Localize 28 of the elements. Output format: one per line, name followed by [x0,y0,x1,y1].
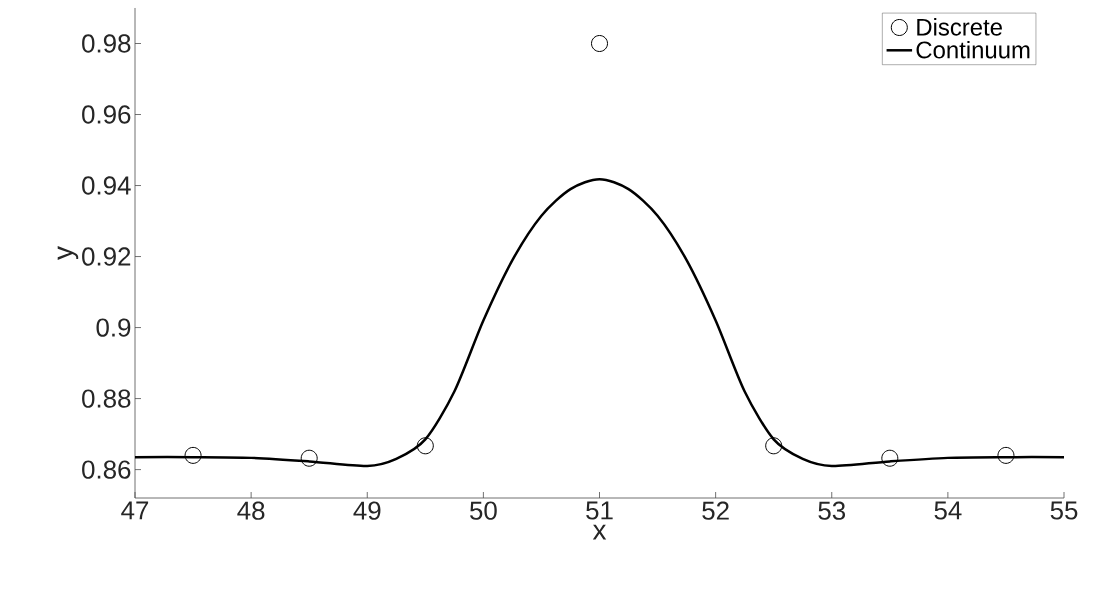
y-tick-label: 0.86 [82,460,131,479]
x-tick-label: 53 [818,501,846,520]
y-axis-title: y [57,246,79,260]
y-tick-label: 0.96 [82,105,131,124]
y-tick-label: 0.98 [82,34,131,53]
x-tick-label: 48 [237,501,265,520]
legend-label: Discrete [917,18,1002,36]
point [765,437,783,455]
x-tick-label: 47 [121,501,149,520]
y-tick-label: 0.9 [96,318,131,337]
point [997,446,1015,464]
x-tick-label: 54 [934,501,962,520]
line-series [133,177,1066,468]
legend-label: Continuum [916,40,1030,59]
x-tick-label: 52 [702,501,729,520]
y-tick-label: 0.92 [82,247,131,266]
point [184,446,202,464]
x-tick-label: 51 [586,501,613,520]
y-tick-label: 0.88 [82,389,131,408]
y-tick-label: 0.94 [82,176,131,195]
point [591,35,609,52]
x-axis-title: x [592,524,607,540]
point [881,449,899,467]
x-tick-label: 50 [470,501,497,520]
x-tick-label: 49 [353,501,381,520]
point [416,437,434,455]
point [300,449,318,467]
x-tick-label: 55 [1050,501,1078,520]
